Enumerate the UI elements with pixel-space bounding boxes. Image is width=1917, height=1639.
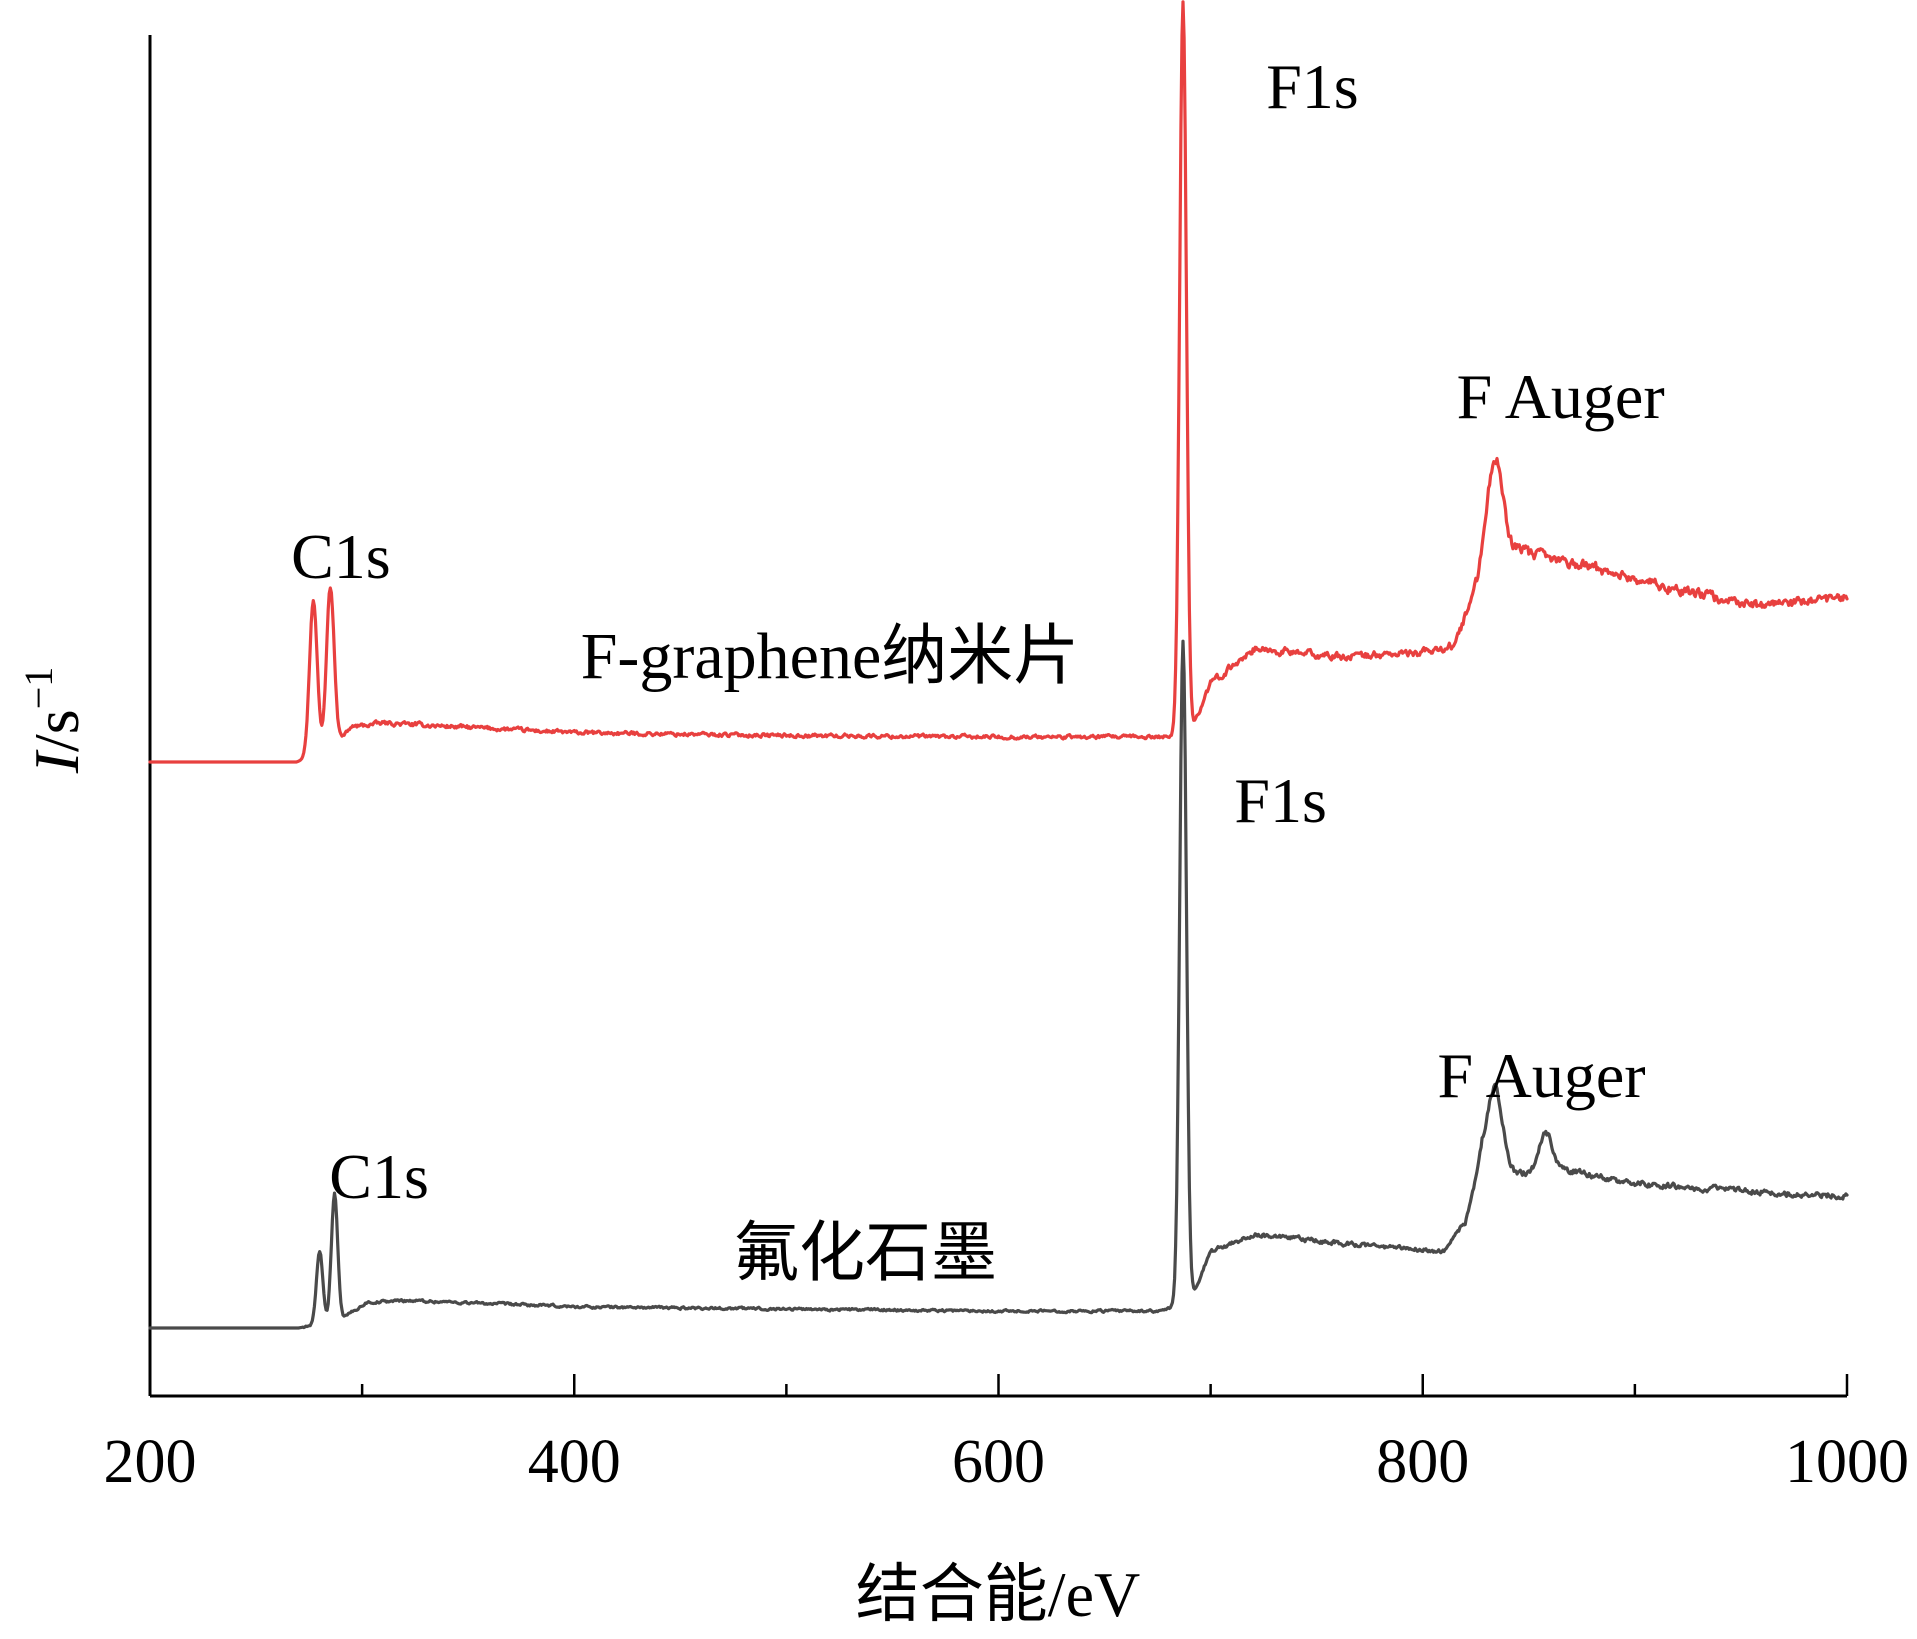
peak-annotation: F1s	[1234, 765, 1327, 836]
x-tick-label: 600	[952, 1428, 1045, 1496]
x-axis-title: 结合能/eV	[856, 1559, 1140, 1630]
series-layer	[148, 0, 1849, 1330]
peak-annotation: F Auger	[1457, 361, 1665, 432]
peak-annotation: F Auger	[1438, 1040, 1646, 1111]
y-axis-title-italic: I	[21, 749, 92, 774]
series-line-2	[148, 639, 1849, 1330]
peak-annotation: F1s	[1266, 51, 1359, 122]
peak-annotation: C1s	[329, 1141, 429, 1212]
y-axis-title: I/s−1	[16, 667, 92, 775]
series-line-1	[148, 0, 1849, 764]
x-tick-label: 400	[528, 1428, 621, 1496]
x-tick-label: 1000	[1785, 1428, 1909, 1496]
x-ticks	[148, 1374, 1849, 1396]
x-tick-label: 200	[104, 1428, 197, 1496]
series-label-2: 氟化石墨	[733, 1217, 997, 1290]
y-axis-title-exponent: −1	[16, 667, 61, 710]
x-tick-label: 800	[1376, 1428, 1469, 1496]
peak-annotation: C1s	[291, 521, 391, 592]
x-tick-labels: 200 400 600 800 1000	[104, 1428, 1910, 1496]
series-label-1: F-graphene纳米片	[581, 620, 1080, 693]
y-axis-title-unit: /s	[21, 709, 92, 752]
